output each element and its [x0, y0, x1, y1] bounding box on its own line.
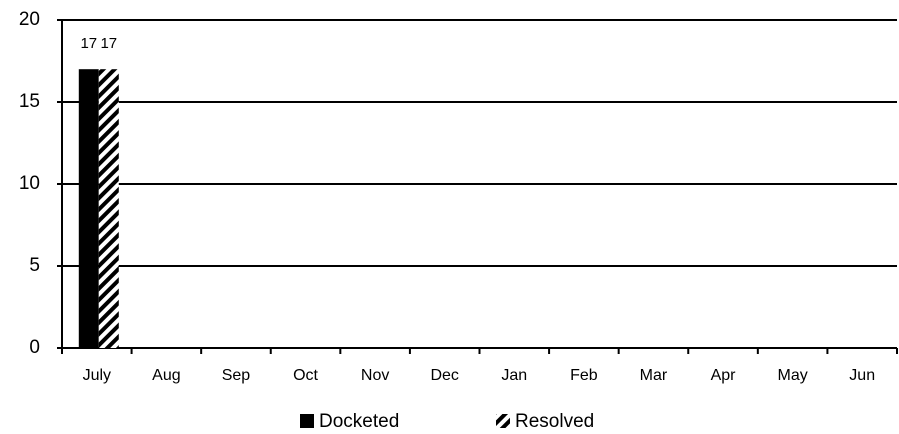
x-tick-label: Sep: [222, 367, 251, 384]
legend-label: Docketed: [319, 411, 399, 432]
x-tick-label: Dec: [430, 367, 458, 384]
y-tick-label: 0: [29, 337, 40, 358]
x-tick-label: Jan: [501, 367, 527, 384]
x-tick-label: May: [778, 367, 808, 384]
legend-swatch: [496, 414, 510, 428]
data-label: 17: [80, 35, 97, 52]
x-tick-label: Feb: [570, 367, 598, 384]
y-tick-label: 10: [19, 173, 40, 194]
x-tick-label: Jun: [849, 367, 875, 384]
bar: [78, 69, 99, 348]
x-tick-label: Mar: [640, 367, 668, 384]
y-tick-label: 20: [19, 9, 40, 30]
x-tick-label: Apr: [711, 367, 737, 384]
x-tick-label: Oct: [293, 367, 318, 384]
y-tick-label: 5: [29, 255, 40, 276]
x-tick-label: July: [83, 367, 111, 384]
bar: [98, 69, 119, 348]
data-label: 17: [100, 35, 117, 52]
legend-label: Resolved: [515, 411, 594, 432]
y-tick-label: 15: [19, 91, 40, 112]
legend-swatch: [300, 414, 314, 428]
x-tick-label: Nov: [361, 367, 389, 384]
x-tick-label: Aug: [152, 367, 180, 384]
